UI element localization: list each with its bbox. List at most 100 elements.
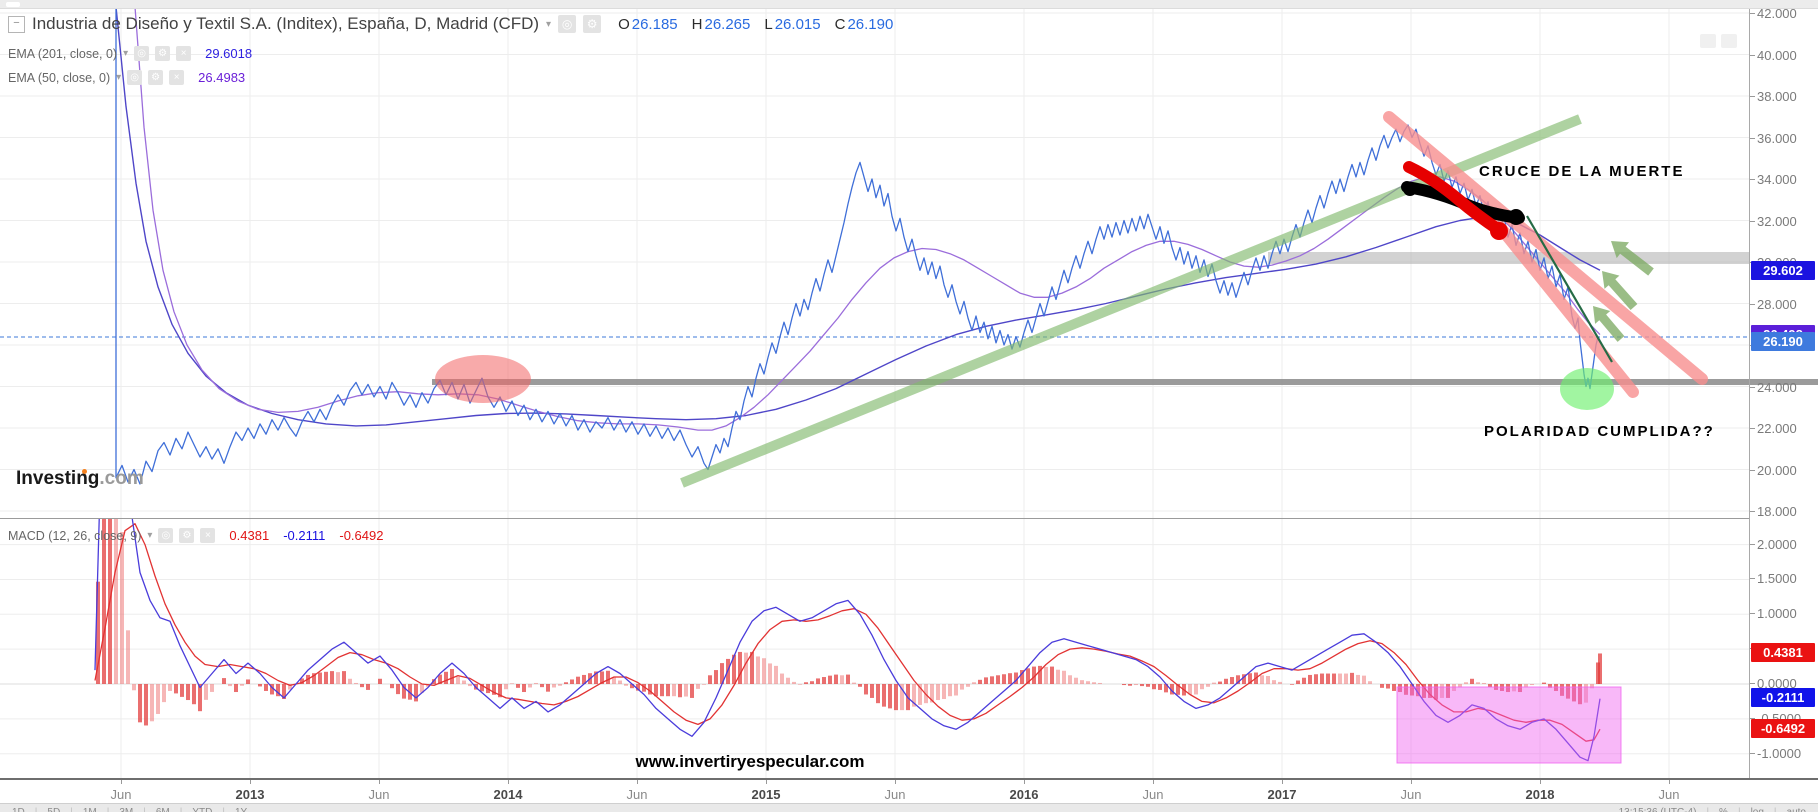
macd-histogram-bar — [1248, 673, 1252, 684]
macd-label[interactable]: MACD (12, 26, close, 9) — [8, 528, 142, 543]
symbol-title[interactable]: Industria de Diseño y Textil S.A. (Indit… — [32, 14, 540, 33]
eye-icon[interactable]: ◎ — [134, 46, 150, 61]
axis-tick — [1750, 683, 1755, 684]
macd-histogram-bar — [624, 684, 628, 686]
macd-histogram-bar — [1584, 684, 1588, 703]
macd-histogram-bar — [342, 671, 346, 684]
macd-histogram-bar — [282, 684, 286, 699]
macd-histogram-bar — [1044, 666, 1048, 684]
chevron-down-icon[interactable]: ▾ — [123, 48, 129, 59]
range-button-6m[interactable]: 6M — [156, 807, 170, 812]
green-highlight-ellipse — [1560, 368, 1614, 410]
price-axis-label: 36.000 — [1757, 130, 1797, 146]
range-button-1d[interactable]: 1D — [12, 807, 25, 812]
eye-icon[interactable]: ◎ — [127, 70, 143, 85]
time-axis-tick — [1669, 780, 1670, 784]
range-button-5d[interactable]: 5D — [47, 807, 60, 812]
macd-histogram-bar — [570, 679, 574, 684]
separator: | — [143, 807, 146, 812]
macd-histogram-bar — [1008, 673, 1012, 684]
macd-histogram-bar — [960, 684, 964, 690]
macd-histogram-bar — [504, 684, 508, 690]
range-button-1m[interactable]: 1M — [83, 807, 97, 812]
polarity-annotation[interactable]: POLARIDAD CUMPLIDA?? — [1484, 423, 1715, 440]
dark-green-trend-line — [1526, 215, 1613, 363]
macd-histogram-bar — [780, 673, 784, 684]
macd-histogram-bar — [1164, 684, 1168, 693]
ema50-label[interactable]: EMA (50, close, 0) — [8, 70, 111, 85]
price-scale-axis[interactable]: 42.00040.00038.00036.00034.00032.00030.0… — [1749, 6, 1818, 778]
toolbar-icon[interactable] — [6, 2, 20, 7]
macd-histogram-bar — [564, 682, 568, 684]
scale-toggle-auto[interactable]: auto — [1787, 807, 1806, 812]
macd-histogram-bar — [1086, 681, 1090, 684]
fullscreen-icon[interactable] — [1721, 34, 1737, 48]
price-axis-label: 22.000 — [1757, 421, 1797, 436]
time-axis-tick — [1282, 780, 1283, 784]
macd-histogram-bar — [1146, 684, 1150, 687]
chevron-down-icon[interactable]: ▾ — [546, 18, 552, 30]
macd-histogram-bar — [1512, 684, 1516, 692]
gear-icon[interactable]: ⚙ — [155, 46, 171, 61]
gear-icon[interactable]: ⚙ — [583, 15, 602, 33]
axis-tick — [1750, 543, 1755, 545]
macd-histogram-bar — [1020, 670, 1024, 684]
macd-histogram-bar — [990, 676, 994, 684]
macd-histogram-bar — [1368, 681, 1372, 684]
macd-histogram-bar — [720, 663, 724, 684]
collapse-pane-icon[interactable]: − — [8, 15, 25, 33]
macd-histogram-bar — [528, 684, 532, 688]
chevron-down-icon[interactable]: ▾ — [147, 530, 153, 541]
macd-histogram-bar — [1530, 684, 1534, 686]
close-icon[interactable]: × — [169, 70, 185, 85]
price-axis-label: 20.000 — [1757, 462, 1797, 478]
time-scale-axis[interactable]: Jun 2013 Jun 2014 Jun 2015 Jun 2016 Jun 2017 Jun 20… — [0, 778, 1818, 805]
time-axis-tick — [766, 780, 767, 784]
scale-toggle-log[interactable]: log — [1751, 807, 1764, 812]
range-button-ytd[interactable]: YTD — [192, 807, 212, 812]
macd-histogram-bar — [1056, 669, 1060, 684]
time-axis-tick — [379, 780, 380, 784]
macd-histogram-bar — [876, 684, 880, 704]
macd-histogram-bar — [192, 684, 196, 705]
close-icon[interactable]: × — [200, 528, 216, 543]
macd-histogram-bar — [702, 684, 706, 685]
macd-chart-canvas[interactable] — [0, 518, 1749, 779]
macd-histogram-bar — [1218, 681, 1222, 684]
macd-histogram-bar — [420, 684, 424, 693]
ema201-label[interactable]: EMA (201, close, 0) — [8, 46, 118, 61]
macd-histogram-bar — [834, 674, 838, 684]
price-chart-canvas[interactable] — [0, 8, 1749, 518]
gear-icon[interactable]: ⚙ — [148, 70, 164, 85]
red-marker-blob — [1490, 222, 1508, 240]
macd-histogram-bar — [1026, 668, 1030, 684]
camera-icon[interactable] — [1700, 34, 1716, 48]
eye-icon[interactable]: ◎ — [558, 15, 577, 33]
macd-histogram-bar — [312, 673, 316, 684]
macd-histogram-bar — [300, 678, 304, 684]
open-label: O — [618, 15, 630, 33]
macd-histogram-bar — [234, 684, 238, 693]
logo-suffix: .com — [99, 468, 144, 489]
macd-histogram-bar — [120, 532, 124, 684]
range-button-1y[interactable]: 1Y — [235, 807, 247, 812]
macd-histogram-bar — [1200, 684, 1204, 690]
symbol-header: − Industria de Diseño y Textil S.A. (Ind… — [8, 14, 893, 34]
time-axis-tick — [508, 780, 509, 784]
time-axis-label: 2016 — [1009, 787, 1039, 802]
logo-text: Investing — [16, 468, 100, 489]
macd-histogram-bar — [582, 674, 586, 684]
scale-toggle-percent[interactable]: % — [1719, 807, 1728, 812]
death-cross-annotation[interactable]: CRUCE DE LA MUERTE — [1479, 163, 1685, 180]
time-axis-label: 2013 — [235, 787, 265, 802]
eye-icon[interactable]: ◎ — [158, 528, 174, 543]
macd-histogram-bar — [426, 684, 430, 687]
macd-histogram-bar — [1404, 684, 1408, 695]
range-button-3m[interactable]: 3M — [119, 807, 133, 812]
macd-histogram-bar — [948, 684, 952, 697]
close-icon[interactable]: × — [176, 46, 192, 61]
ema201-price-label: 29.602 — [1751, 260, 1815, 280]
chevron-down-icon[interactable]: ▾ — [116, 72, 122, 83]
gear-icon[interactable]: ⚙ — [179, 528, 195, 543]
